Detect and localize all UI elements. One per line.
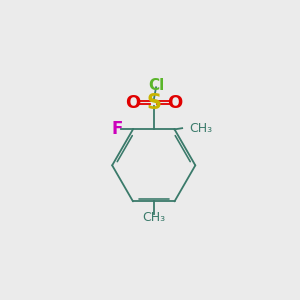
Text: S: S (146, 93, 161, 113)
Text: Cl: Cl (148, 78, 164, 93)
Text: O: O (168, 94, 183, 112)
Text: O: O (124, 94, 140, 112)
Text: CH₃: CH₃ (142, 211, 165, 224)
Text: F: F (111, 120, 122, 138)
Text: CH₃: CH₃ (189, 122, 212, 135)
